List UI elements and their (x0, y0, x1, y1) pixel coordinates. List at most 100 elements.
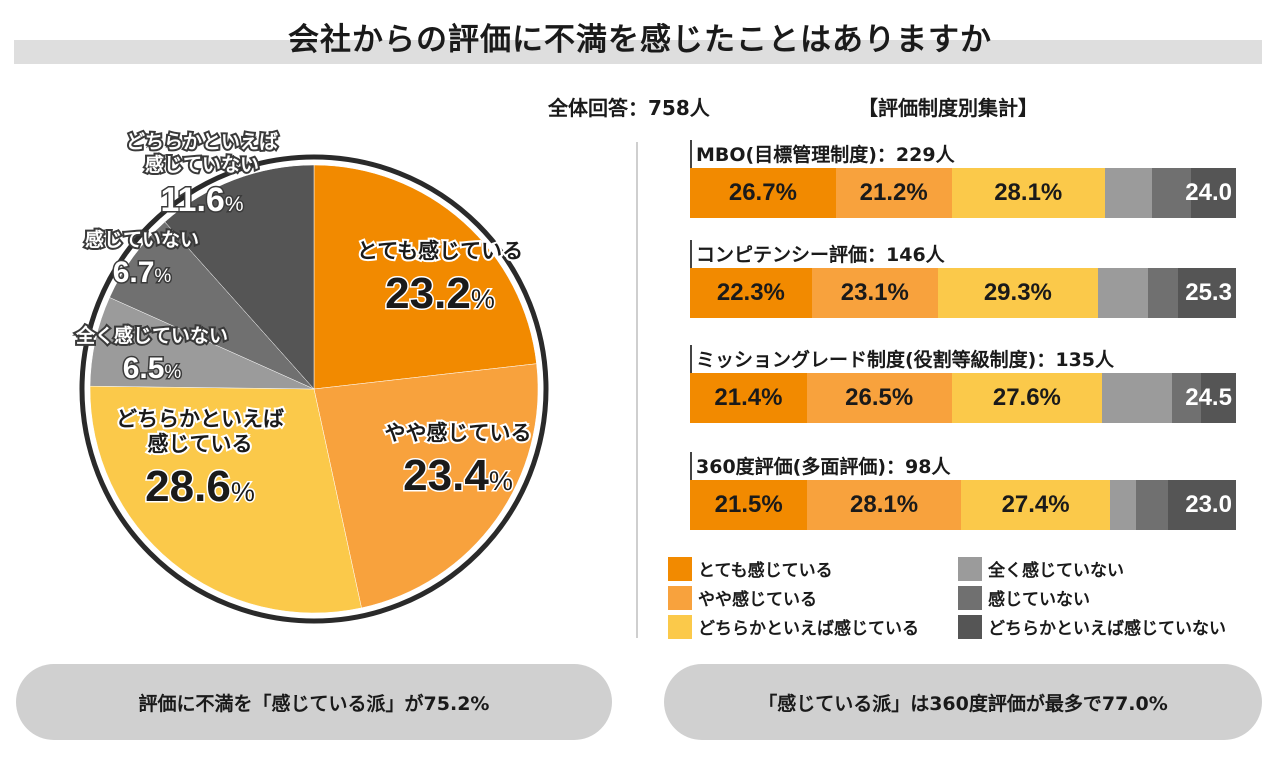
pie-label-text: どちらかといえば (116, 407, 284, 431)
legend-swatch (958, 556, 982, 581)
bar-group: ミッショングレード制度(役割等級制度)：135人 21.4% 26.5% 27.6% 2… (690, 345, 1236, 427)
bar-segment-rather_no: 23.0 (1168, 480, 1236, 530)
pie-value-rather_no: 11.6% (161, 181, 244, 219)
bar-group-label: コンピテンシー評価：146人 (696, 244, 945, 266)
pie-label-text: とても感じている (357, 239, 523, 263)
pie-label-rather_no: どちらかといえば感じていない 11.6% (124, 129, 280, 221)
legend-label: とても感じている (698, 561, 833, 581)
bar-segment-rather_yes: 27.4% (960, 480, 1111, 530)
bar-value-label: 23.0 (1185, 491, 1232, 518)
bar-value-label: 27.6% (992, 384, 1061, 411)
bar-segment-very: 22.3% (690, 268, 812, 318)
legend-swatch (668, 614, 692, 639)
bar-value-label: 24.5 (1185, 384, 1232, 411)
pie-value-very: 23.2% (385, 269, 495, 318)
bar-segment-rather_no: 25.3 (1177, 268, 1236, 318)
pie-slice-very (313, 164, 537, 390)
bar-value-label: 24.0 (1185, 179, 1232, 206)
bar-value-label: 23.1% (840, 279, 909, 306)
chart-title: 会社からの評価に不満を感じたことはありますか (288, 22, 992, 58)
legend-label: やや感じている (698, 590, 817, 610)
bar-row: 21.4% 26.5% 27.6% 24.5 (690, 373, 1236, 423)
pie-value-rather_yes: 28.6% (145, 462, 255, 511)
pie-outline (79, 154, 549, 624)
bar-segment-not_at_all (1102, 373, 1172, 423)
bar-group: 360度評価(多面評価)：98人 21.5% 28.1% 27.4% 23.0 (690, 452, 1236, 534)
pie-label-not: 感じていない 6.7% (83, 226, 201, 291)
bar-segment-rather_no: 24.5 (1185, 373, 1236, 423)
divider (636, 142, 638, 638)
bar-segment-not_at_all (1104, 168, 1153, 218)
bar-value-label: 21.2% (859, 179, 928, 206)
bar-value-label: 22.3% (716, 279, 785, 306)
bar-value-label: 29.3% (983, 279, 1052, 306)
bar-segment-very: 21.4% (690, 373, 807, 423)
bar-value-label: 26.7% (728, 179, 797, 206)
legend-item-not_at_all: 全く感じていない (958, 556, 1124, 581)
bar-segment-rather_yes: 29.3% (937, 268, 1098, 318)
legend-item-not: 感じていない (958, 585, 1090, 610)
pie-label-text: 感じていない (85, 228, 199, 251)
summary-right: 「感じている派」は360度評価が最多で77.0% (664, 664, 1262, 740)
bar-segment-not (1152, 168, 1192, 218)
bar-group: コンピテンシー評価：146人 22.3% 23.1% 29.3% 25.3 (690, 240, 1236, 322)
legend-item-rather_no: どちらかといえば感じていない (958, 614, 1226, 639)
bar-segment-somewhat: 21.2% (835, 168, 952, 218)
pie-label-rather_yes: どちらかといえば感じている 28.6% (114, 405, 286, 513)
legend-label: 感じていない (988, 590, 1090, 610)
legend-swatch (958, 614, 982, 639)
bar-segment-very: 26.7% (690, 168, 836, 218)
legend-item-rather_yes: どちらかといえば感じている (668, 614, 919, 639)
bar-value-label: 25.3 (1185, 279, 1232, 306)
pie-slice-rather_no (164, 164, 315, 390)
bar-value-label: 28.1% (850, 491, 919, 518)
pie-value-somewhat: 23.4% (403, 451, 513, 500)
bar-value-label: 21.5% (714, 491, 783, 518)
bar-segment-rather_no: 24.0 (1185, 168, 1236, 218)
legend-swatch (958, 585, 982, 610)
bar-row: 21.5% 28.1% 27.4% 23.0 (690, 480, 1236, 530)
bar-segment-very: 21.5% (690, 480, 808, 530)
bar-group: MBO(目標管理制度)：229人 26.7% 21.2% 28.1% 24.0 (690, 140, 1236, 222)
legend-label: 全く感じていない (988, 561, 1124, 581)
legend-swatch (668, 556, 692, 581)
pie-label-very: とても感じている 23.2% (355, 237, 525, 320)
bar-group-label: 360度評価(多面評価)：98人 (696, 456, 951, 478)
pie-label-text: やや感じている (385, 421, 532, 445)
bar-value-label: 27.4% (1001, 491, 1070, 518)
legend-item-somewhat: やや感じている (668, 585, 817, 610)
legend-item-very: とても感じている (668, 556, 833, 581)
bar-group-label: MBO(目標管理制度)：229人 (696, 144, 955, 166)
pie-label-text: どちらかといえば (126, 131, 278, 153)
total-respondents: 全体回答：758人 (548, 96, 710, 120)
bar-segment-somewhat: 28.1% (807, 480, 961, 530)
legend-label: どちらかといえば感じていない (988, 619, 1226, 639)
legend-label: どちらかといえば感じている (698, 619, 919, 639)
bar-segment-not (1135, 480, 1169, 530)
pie-value-not_at_all: 6.5% (123, 352, 182, 385)
pie-value-not: 6.7% (113, 256, 172, 289)
bar-row: 26.7% 21.2% 28.1% 24.0 (690, 168, 1236, 218)
summary-left-text: 評価に不満を「感じている派」が75.2% (138, 692, 490, 715)
bar-segment-not_at_all (1097, 268, 1148, 318)
bar-value-label: 21.4% (714, 384, 783, 411)
bar-value-label: 28.1% (994, 179, 1063, 206)
legend-swatch (668, 585, 692, 610)
bar-value-label: 26.5% (845, 384, 914, 411)
bar-segment-not (1147, 268, 1178, 318)
pie-label-text: 感じていない (145, 153, 259, 176)
bar-row: 22.3% 23.1% 29.3% 25.3 (690, 268, 1236, 318)
bar-group-label: ミッショングレード制度(役割等級制度)：135人 (696, 349, 1115, 371)
pie-label-somewhat: やや感じている 23.4% (383, 419, 534, 502)
section-title: 【評価制度別集計】 (858, 96, 1038, 120)
pie-label-not_at_all: 全く感じていない 6.5% (73, 322, 230, 387)
bar-segment-rather_yes: 27.6% (951, 373, 1103, 423)
bar-segment-not (1171, 373, 1202, 423)
pie-slice-somewhat (313, 363, 539, 609)
summary-left: 評価に不満を「感じている派」が75.2% (16, 664, 612, 740)
bar-segment-somewhat: 26.5% (806, 373, 952, 423)
bar-segment-not_at_all (1110, 480, 1136, 530)
title-band (14, 40, 1262, 64)
bar-segment-somewhat: 23.1% (811, 268, 938, 318)
pie-label-text: 感じている (148, 432, 253, 456)
